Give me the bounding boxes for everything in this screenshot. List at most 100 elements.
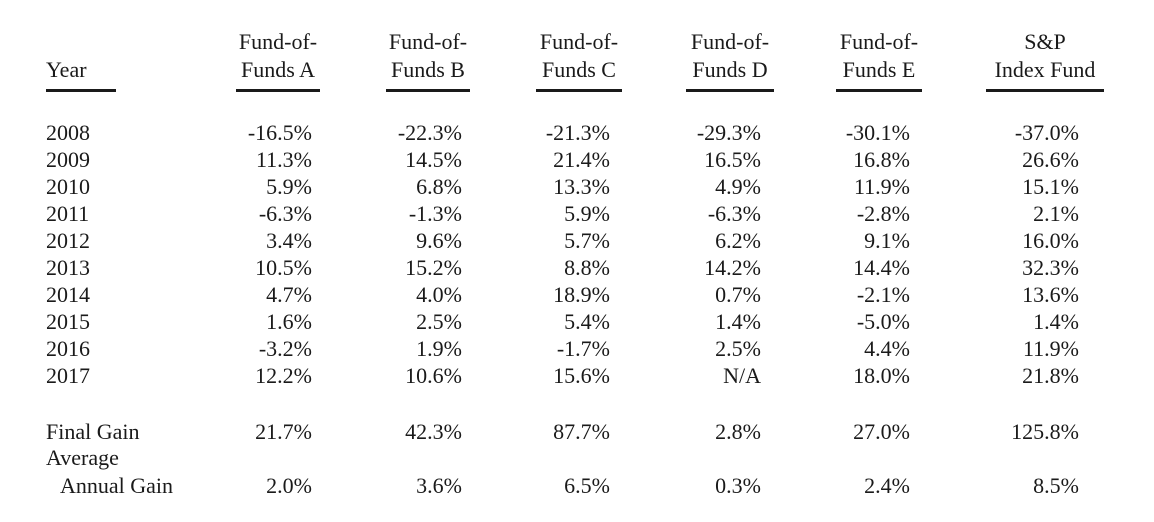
value-cell-funds-a: 12.2% [255, 363, 312, 388]
value-cell-funds-d: 0.7% [715, 282, 761, 307]
header-line1: Fund-of- [690, 29, 770, 54]
average-annual-gain-label-line2: Annual Gain [60, 473, 174, 498]
header-line1: Fund-of- [388, 29, 468, 54]
value-cell-funds-c: -21.3% [545, 120, 610, 145]
value-cell-funds-b: -1.3% [408, 201, 462, 226]
table-row: 2013 10.5% 15.2% 8.8% 14.2% 14.4% 32.3% [0, 255, 1154, 281]
value-cell-funds-d: 4.9% [715, 174, 761, 199]
value-cell-sp-index: 32.3% [1022, 255, 1079, 280]
value-cell-funds-d: 6.2% [715, 228, 761, 253]
avg-gain-funds-a: 2.0% [266, 473, 312, 498]
value-cell-funds-a: 11.3% [255, 147, 312, 172]
header-underline [386, 89, 470, 92]
value-cell-funds-d: N/A [723, 363, 761, 388]
header-underline [536, 89, 622, 92]
value-cell-sp-index: 26.6% [1022, 147, 1079, 172]
value-cell-funds-c: 8.8% [564, 255, 610, 280]
average-annual-gain-label-line1: Average [46, 445, 119, 470]
value-cell-funds-a: -16.5% [247, 120, 312, 145]
header-line2: Index Fund [994, 57, 1096, 82]
value-cell-funds-b: 4.0% [416, 282, 462, 307]
avg-gain-funds-c: 6.5% [564, 473, 610, 498]
year-cell: 2011 [46, 201, 90, 226]
table-row: 2012 3.4% 9.6% 5.7% 6.2% 9.1% 16.0% [0, 228, 1154, 254]
header-funds-c: Fund-of- Funds C [536, 28, 622, 92]
avg-gain-funds-b: 3.6% [416, 473, 462, 498]
value-cell-sp-index: 16.0% [1022, 228, 1079, 253]
value-cell-funds-e: 16.8% [853, 147, 910, 172]
header-funds-b: Fund-of- Funds B [386, 28, 470, 92]
header-year-label: Year [46, 57, 87, 82]
year-cell: 2014 [46, 282, 90, 307]
table-row: 2008 -16.5% -22.3% -21.3% -29.3% -30.1% -37.0% [0, 120, 1154, 146]
table-row: 2015 1.6% 2.5% 5.4% 1.4% -5.0% 1.4% [0, 309, 1154, 335]
header-underline [46, 89, 116, 92]
value-cell-funds-b: 9.6% [416, 228, 462, 253]
header-year: Year [46, 28, 116, 92]
header-line2: Funds C [542, 57, 616, 82]
avg-gain-sp-index: 8.5% [1033, 473, 1079, 498]
table-row: 2010 5.9% 6.8% 13.3% 4.9% 11.9% 15.1% [0, 174, 1154, 200]
header-underline [986, 89, 1104, 92]
value-cell-funds-d: 2.5% [715, 336, 761, 361]
value-cell-funds-e: -5.0% [856, 309, 910, 334]
value-cell-funds-c: 18.9% [553, 282, 610, 307]
value-cell-funds-e: 11.9% [853, 174, 910, 199]
value-cell-funds-e: 4.4% [864, 336, 910, 361]
value-cell-funds-c: 5.7% [564, 228, 610, 253]
header-funds-a: Fund-of- Funds A [236, 28, 320, 92]
header-underline [836, 89, 922, 92]
year-cell: 2009 [46, 147, 90, 172]
value-cell-sp-index: 13.6% [1022, 282, 1079, 307]
year-cell: 2008 [46, 120, 90, 145]
value-cell-funds-a: 10.5% [255, 255, 312, 280]
header-year-line1 [46, 28, 116, 56]
value-cell-funds-b: 14.5% [405, 147, 462, 172]
final-gain-funds-d: 2.8% [715, 419, 761, 444]
header-underline [686, 89, 774, 92]
table-row: 2016 -3.2% 1.9% -1.7% 2.5% 4.4% 11.9% [0, 336, 1154, 362]
value-cell-sp-index: 1.4% [1033, 309, 1079, 334]
value-cell-sp-index: 15.1% [1022, 174, 1079, 199]
header-line1: Fund-of- [539, 29, 619, 54]
header-line2: Funds E [842, 57, 916, 82]
value-cell-sp-index: 21.8% [1022, 363, 1079, 388]
final-gain-sp-index: 125.8% [1011, 419, 1079, 444]
header-line2: Funds A [241, 57, 315, 82]
value-cell-funds-c: 5.9% [564, 201, 610, 226]
value-cell-funds-d: -6.3% [707, 201, 761, 226]
header-line2: Funds D [692, 57, 768, 82]
header-line2: Funds B [391, 57, 465, 82]
value-cell-funds-e: -30.1% [845, 120, 910, 145]
value-cell-funds-b: -22.3% [397, 120, 462, 145]
average-annual-gain-row: Annual Gain 2.0% 3.6% 6.5% 0.3% 2.4% 8.5… [0, 473, 1154, 499]
header-line1: Fund-of- [839, 29, 919, 54]
avg-gain-funds-d: 0.3% [715, 473, 761, 498]
value-cell-funds-b: 1.9% [416, 336, 462, 361]
value-cell-funds-b: 6.8% [416, 174, 462, 199]
header-funds-e: Fund-of- Funds E [836, 28, 922, 92]
table-row: 2017 12.2% 10.6% 15.6% N/A 18.0% 21.8% [0, 363, 1154, 389]
value-cell-funds-e: -2.8% [856, 201, 910, 226]
header-sp-index-fund: S&P Index Fund [986, 28, 1104, 92]
final-gain-label: Final Gain [46, 419, 140, 444]
value-cell-funds-e: 14.4% [853, 255, 910, 280]
final-gain-funds-c: 87.7% [553, 419, 610, 444]
value-cell-funds-a: 1.6% [266, 309, 312, 334]
value-cell-funds-d: -29.3% [696, 120, 761, 145]
final-gain-funds-e: 27.0% [853, 419, 910, 444]
header-line1: Fund-of- [238, 29, 318, 54]
value-cell-funds-e: 18.0% [853, 363, 910, 388]
header-funds-d: Fund-of- Funds D [686, 28, 774, 92]
table-row: 2009 11.3% 14.5% 21.4% 16.5% 16.8% 26.6% [0, 147, 1154, 173]
final-gain-row: Final Gain 21.7% 42.3% 87.7% 2.8% 27.0% … [0, 419, 1154, 445]
value-cell-funds-c: 13.3% [553, 174, 610, 199]
value-cell-funds-d: 1.4% [715, 309, 761, 334]
avg-gain-funds-e: 2.4% [864, 473, 910, 498]
value-cell-funds-a: 3.4% [266, 228, 312, 253]
table-row: 2011 -6.3% -1.3% 5.9% -6.3% -2.8% 2.1% [0, 201, 1154, 227]
header-underline [236, 89, 320, 92]
year-cell: 2016 [46, 336, 90, 361]
value-cell-funds-a: -3.2% [258, 336, 312, 361]
